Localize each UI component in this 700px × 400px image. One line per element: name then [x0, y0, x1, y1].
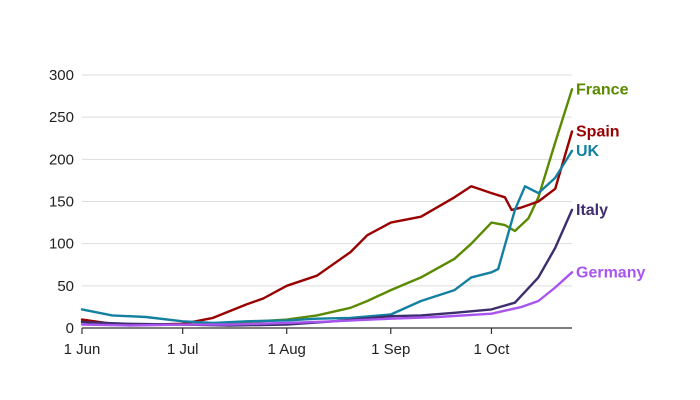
series-line-germany: [80, 271, 574, 327]
y-tick-label-0: 0: [66, 320, 74, 337]
series-lines: [80, 88, 574, 327]
y-tick-label-200: 200: [49, 151, 74, 168]
x-tick-label-0: 1 Jun: [64, 341, 101, 358]
y-tick-label-50: 50: [57, 278, 74, 295]
gridlines: [82, 74, 572, 329]
y-tick-label-150: 150: [49, 194, 74, 211]
x-axis-ticks: 1 Jun 1 Jul 1 Aug 1 Sep 1 Oct: [64, 328, 511, 358]
series-line-france: [80, 88, 574, 326]
series-line-spain: [80, 130, 574, 326]
series-label-uk: UK: [576, 143, 600, 160]
y-tick-label-250: 250: [49, 109, 74, 126]
x-tick-label-3: 1 Sep: [371, 341, 410, 358]
series-labels: France Spain UK Italy Germany: [576, 81, 645, 281]
y-axis-ticks: 0 50 100 150 200 250 300: [49, 67, 74, 337]
series-line-uk: [80, 149, 574, 325]
series-label-germany: Germany: [576, 264, 645, 281]
series-label-france: France: [576, 81, 629, 98]
x-tick-label-1: 1 Jul: [167, 341, 199, 358]
x-tick-label-2: 1 Aug: [268, 341, 306, 358]
y-tick-label-300: 300: [49, 67, 74, 84]
series-label-italy: Italy: [576, 202, 608, 219]
x-tick-label-4: 1 Oct: [474, 341, 511, 358]
series-label-spain: Spain: [576, 124, 620, 141]
y-tick-label-100: 100: [49, 236, 74, 253]
